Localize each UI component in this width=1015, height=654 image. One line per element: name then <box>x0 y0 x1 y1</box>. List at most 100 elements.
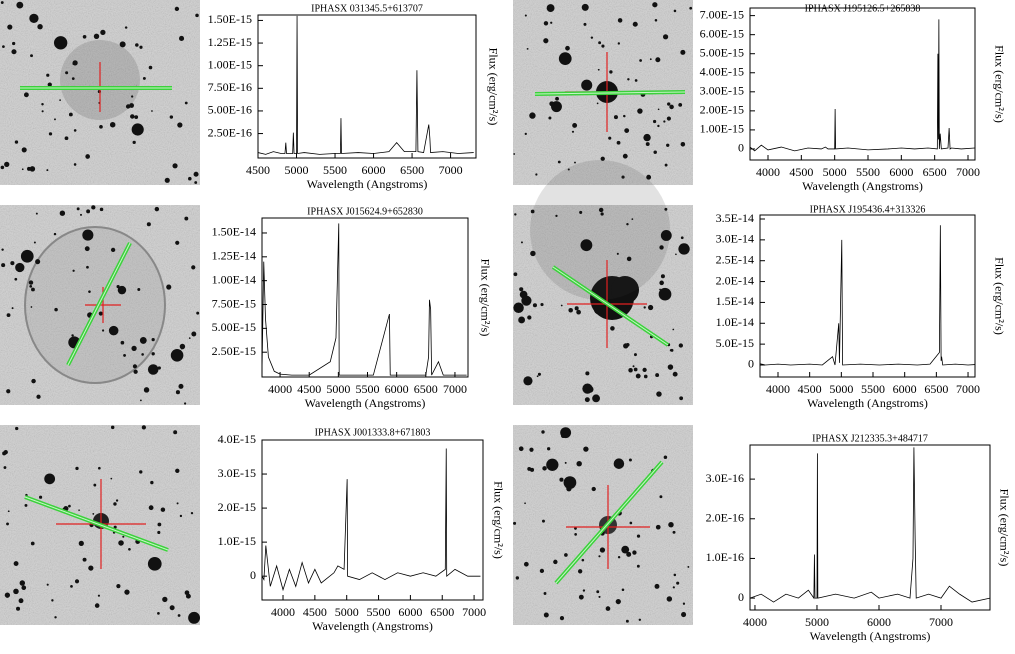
star <box>16 1 24 9</box>
star <box>680 49 686 55</box>
star <box>654 583 660 589</box>
x-tick-label: 4000 <box>766 382 790 396</box>
star <box>659 288 661 291</box>
star <box>196 311 200 315</box>
star <box>75 466 79 471</box>
y-tick-label: 0 <box>738 590 744 604</box>
star <box>86 265 89 269</box>
x-tick-label: 4500 <box>789 165 813 179</box>
x-tick-label: 5000 <box>823 165 847 179</box>
star <box>147 364 159 375</box>
star <box>667 364 674 370</box>
star <box>676 581 680 585</box>
plot-frame <box>749 444 991 611</box>
star <box>51 599 54 602</box>
star <box>2 45 5 48</box>
star <box>130 114 135 119</box>
star <box>680 236 684 240</box>
star <box>36 394 41 399</box>
star <box>672 328 675 331</box>
star <box>72 269 75 272</box>
star <box>101 329 105 332</box>
y-tick-label: 2.0E-14 <box>716 273 754 287</box>
star <box>44 473 56 485</box>
star <box>13 588 19 595</box>
star <box>518 446 524 452</box>
star <box>555 214 558 218</box>
star <box>600 156 605 161</box>
star <box>134 115 139 120</box>
star <box>119 41 126 48</box>
star <box>6 389 11 394</box>
star <box>621 588 625 592</box>
star <box>600 212 604 216</box>
star <box>122 535 125 538</box>
star <box>157 366 161 370</box>
star <box>581 558 585 562</box>
star <box>616 140 621 145</box>
star <box>598 555 601 558</box>
x-tick-label: 5500 <box>323 163 347 177</box>
star <box>15 426 19 431</box>
star <box>666 116 671 121</box>
star <box>635 373 641 379</box>
star <box>596 590 600 594</box>
chart-title: IPHASX 031345.5+613707 <box>311 3 423 14</box>
star <box>655 373 660 377</box>
star <box>53 232 57 236</box>
y-tick-label: 1.50E-14 <box>212 225 256 239</box>
star <box>557 160 561 164</box>
star <box>154 206 160 212</box>
star <box>21 585 27 590</box>
star <box>513 302 524 314</box>
y-tick-label: 1.25E-14 <box>212 249 256 263</box>
star <box>193 171 199 177</box>
x-tick-label: 6500 <box>400 163 424 177</box>
star <box>543 592 547 595</box>
x-tick-label: 4000 <box>271 605 295 619</box>
star <box>16 606 21 611</box>
star <box>47 82 52 87</box>
star <box>636 564 640 568</box>
star <box>41 103 44 106</box>
star <box>621 545 630 554</box>
star <box>568 307 573 313</box>
y-tick-label: 3.0E-16 <box>706 471 744 485</box>
star <box>24 503 28 507</box>
x-tick-label: 5000 <box>805 615 829 629</box>
star <box>655 524 661 530</box>
y-axis-label: Flux (erg/cm²/s) <box>491 481 505 559</box>
star <box>601 44 605 48</box>
star <box>166 284 172 290</box>
star <box>581 79 593 91</box>
star <box>669 104 674 110</box>
star <box>29 13 39 23</box>
star <box>592 394 600 403</box>
x-tick-label: 6000 <box>398 605 422 619</box>
star <box>139 45 143 49</box>
star <box>622 153 628 159</box>
spectrum-line <box>749 447 991 603</box>
star <box>637 108 643 114</box>
star <box>632 550 637 555</box>
star <box>28 280 34 285</box>
x-tick-label: 5500 <box>856 165 880 179</box>
star <box>524 502 526 505</box>
star <box>195 13 199 18</box>
star <box>559 477 564 482</box>
star <box>148 65 153 70</box>
star <box>124 589 130 595</box>
star <box>99 124 103 129</box>
star <box>141 353 144 356</box>
star <box>515 576 520 580</box>
slit-core <box>67 242 131 366</box>
star <box>558 52 572 65</box>
star <box>157 522 162 527</box>
star <box>118 540 124 546</box>
star <box>598 41 602 45</box>
star <box>132 364 138 369</box>
star <box>585 371 590 376</box>
star <box>681 611 687 618</box>
slit-core <box>534 91 686 95</box>
star <box>621 175 625 179</box>
